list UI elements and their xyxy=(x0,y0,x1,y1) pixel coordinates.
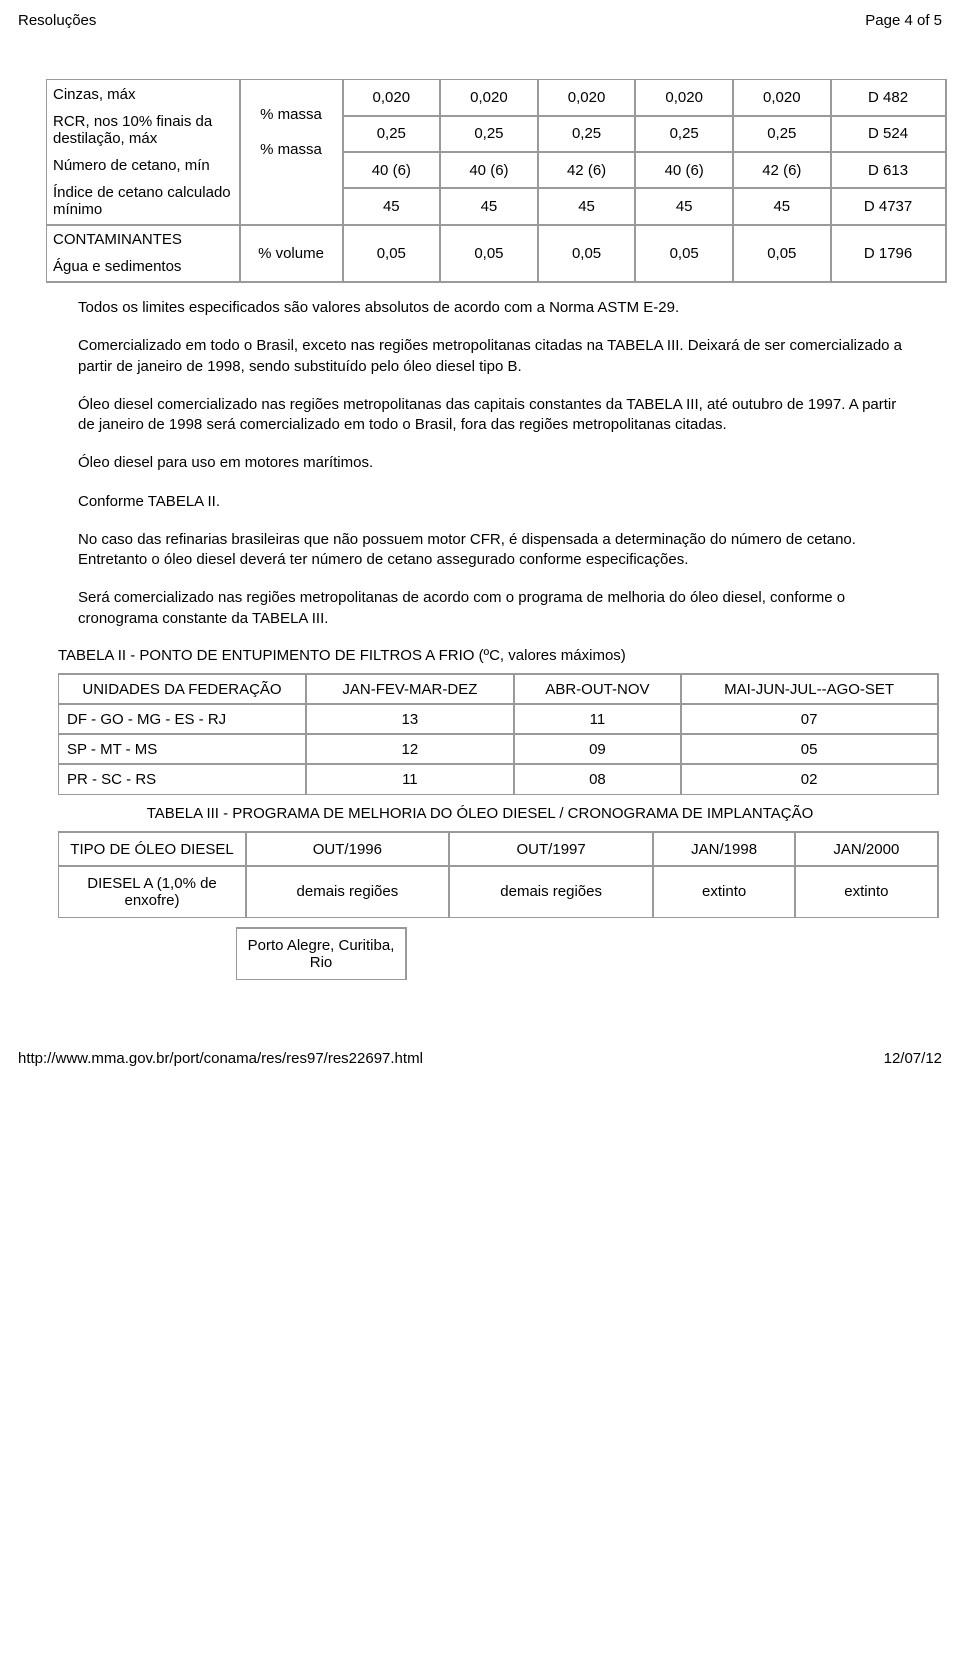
header-right: Page 4 of 5 xyxy=(865,12,942,29)
cell: D 1796 xyxy=(831,225,946,282)
unit-cell: % massa xyxy=(246,141,336,158)
row-label: CONTAMINANTES xyxy=(53,231,233,248)
cell: 42 (6) xyxy=(538,152,636,188)
cell: PR - SC - RS xyxy=(59,764,306,794)
cell: demais regiões xyxy=(449,866,653,917)
col-header: MAI-JUN-JUL--AGO-SET xyxy=(681,674,938,704)
row-label: RCR, nos 10% finais da destilação, máx xyxy=(53,113,233,147)
cell: 0,020 xyxy=(733,80,831,116)
paragraph: Conforme TABELA II. xyxy=(78,492,914,512)
col-header: JAN-FEV-MAR-DEZ xyxy=(306,674,515,704)
col-header: JAN/2000 xyxy=(795,832,937,866)
cell: 45 xyxy=(635,188,733,224)
paragraph: Será comercializado nas regiões metropol… xyxy=(78,588,914,629)
cell: 0,05 xyxy=(733,225,831,282)
cell: D 4737 xyxy=(831,188,946,224)
cell: 40 (6) xyxy=(635,152,733,188)
cell: 07 xyxy=(681,704,938,734)
tabela2-caption: TABELA II - PONTO DE ENTUPIMENTO DE FILT… xyxy=(58,647,914,664)
cell: 0,25 xyxy=(733,116,831,152)
cell: 09 xyxy=(514,734,680,764)
cell: 0,05 xyxy=(440,225,538,282)
cell: demais regiões xyxy=(246,866,450,917)
table-row: SP - MT - MS 12 09 05 xyxy=(59,734,938,764)
table-header-row: UNIDADES DA FEDERAÇÃO JAN-FEV-MAR-DEZ AB… xyxy=(59,674,938,704)
cell: 02 xyxy=(681,764,938,794)
tabela2: UNIDADES DA FEDERAÇÃO JAN-FEV-MAR-DEZ AB… xyxy=(58,674,938,795)
tabela3-caption: TABELA III - PROGRAMA DE MELHORIA DO ÓLE… xyxy=(58,805,902,822)
header-left: Resoluções xyxy=(18,12,96,29)
cell: 45 xyxy=(440,188,538,224)
cell: DIESEL A (1,0% de enxofre) xyxy=(59,866,246,917)
cell: 11 xyxy=(514,704,680,734)
cell: DF - GO - MG - ES - RJ xyxy=(59,704,306,734)
page-footer: http://www.mma.gov.br/port/conama/res/re… xyxy=(18,1050,942,1067)
cell: 45 xyxy=(343,188,441,224)
table-row: DF - GO - MG - ES - RJ 13 11 07 xyxy=(59,704,938,734)
col-header: ABR-OUT-NOV xyxy=(514,674,680,704)
paragraph: Óleo diesel para uso em motores marítimo… xyxy=(78,453,914,473)
cell: 08 xyxy=(514,764,680,794)
tabela3-trailing: Porto Alegre, Curitiba, Rio xyxy=(236,928,406,980)
cell: SP - MT - MS xyxy=(59,734,306,764)
cell: 45 xyxy=(733,188,831,224)
col-header: OUT/1997 xyxy=(449,832,653,866)
paragraph: Comercializado em todo o Brasil, exceto … xyxy=(78,336,914,377)
cell: 12 xyxy=(306,734,515,764)
col-header: OUT/1996 xyxy=(246,832,450,866)
cell: 0,020 xyxy=(538,80,636,116)
cell: 0,05 xyxy=(343,225,441,282)
row-label: Número de cetano, mín xyxy=(53,157,233,174)
footer-url: http://www.mma.gov.br/port/conama/res/re… xyxy=(18,1050,423,1067)
cell: 0,25 xyxy=(635,116,733,152)
cell: 11 xyxy=(306,764,515,794)
cell: D 524 xyxy=(831,116,946,152)
row-label: Água e sedimentos xyxy=(53,258,233,275)
spec-table: Cinzas, máx RCR, nos 10% finais da desti… xyxy=(46,79,946,282)
paragraph: Todos os limites especificados são valor… xyxy=(78,298,914,318)
cell: 40 (6) xyxy=(440,152,538,188)
cell: extinto xyxy=(795,866,937,917)
row-label: Índice de cetano calculado mínimo xyxy=(53,184,233,218)
cell: 0,05 xyxy=(635,225,733,282)
table-header-row: TIPO DE ÓLEO DIESEL OUT/1996 OUT/1997 JA… xyxy=(59,832,938,866)
table-row: Cinzas, máx RCR, nos 10% finais da desti… xyxy=(47,80,946,116)
cell: extinto xyxy=(653,866,795,917)
cell: 13 xyxy=(306,704,515,734)
page-header: Resoluções Page 4 of 5 xyxy=(18,12,942,29)
table-row: CONTAMINANTES Água e sedimentos % volume… xyxy=(47,225,946,282)
cell: 0,020 xyxy=(343,80,441,116)
unit-cell: % massa xyxy=(246,106,336,123)
paragraph: No caso das refinarias brasileiras que n… xyxy=(78,530,914,571)
cell: 05 xyxy=(681,734,938,764)
cell: 0,25 xyxy=(440,116,538,152)
cell: Porto Alegre, Curitiba, Rio xyxy=(237,928,406,979)
paragraph: Óleo diesel comercializado nas regiões m… xyxy=(78,395,914,436)
cell: 0,05 xyxy=(538,225,636,282)
unit-cell: % volume xyxy=(240,225,343,282)
cell: D 482 xyxy=(831,80,946,116)
tabela3: TIPO DE ÓLEO DIESEL OUT/1996 OUT/1997 JA… xyxy=(58,832,938,918)
cell: 0,020 xyxy=(440,80,538,116)
table-row: PR - SC - RS 11 08 02 xyxy=(59,764,938,794)
body-text: Todos os limites especificados são valor… xyxy=(78,298,914,629)
footer-date: 12/07/12 xyxy=(884,1050,942,1067)
cell: 42 (6) xyxy=(733,152,831,188)
cell: D 613 xyxy=(831,152,946,188)
col-header: TIPO DE ÓLEO DIESEL xyxy=(59,832,246,866)
col-header: UNIDADES DA FEDERAÇÃO xyxy=(59,674,306,704)
cell: 40 (6) xyxy=(343,152,441,188)
row-label: Cinzas, máx xyxy=(53,86,233,103)
cell: 45 xyxy=(538,188,636,224)
cell: 0,020 xyxy=(635,80,733,116)
cell: 0,25 xyxy=(343,116,441,152)
col-header: JAN/1998 xyxy=(653,832,795,866)
cell: 0,25 xyxy=(538,116,636,152)
table-row: DIESEL A (1,0% de enxofre) demais regiõe… xyxy=(59,866,938,917)
